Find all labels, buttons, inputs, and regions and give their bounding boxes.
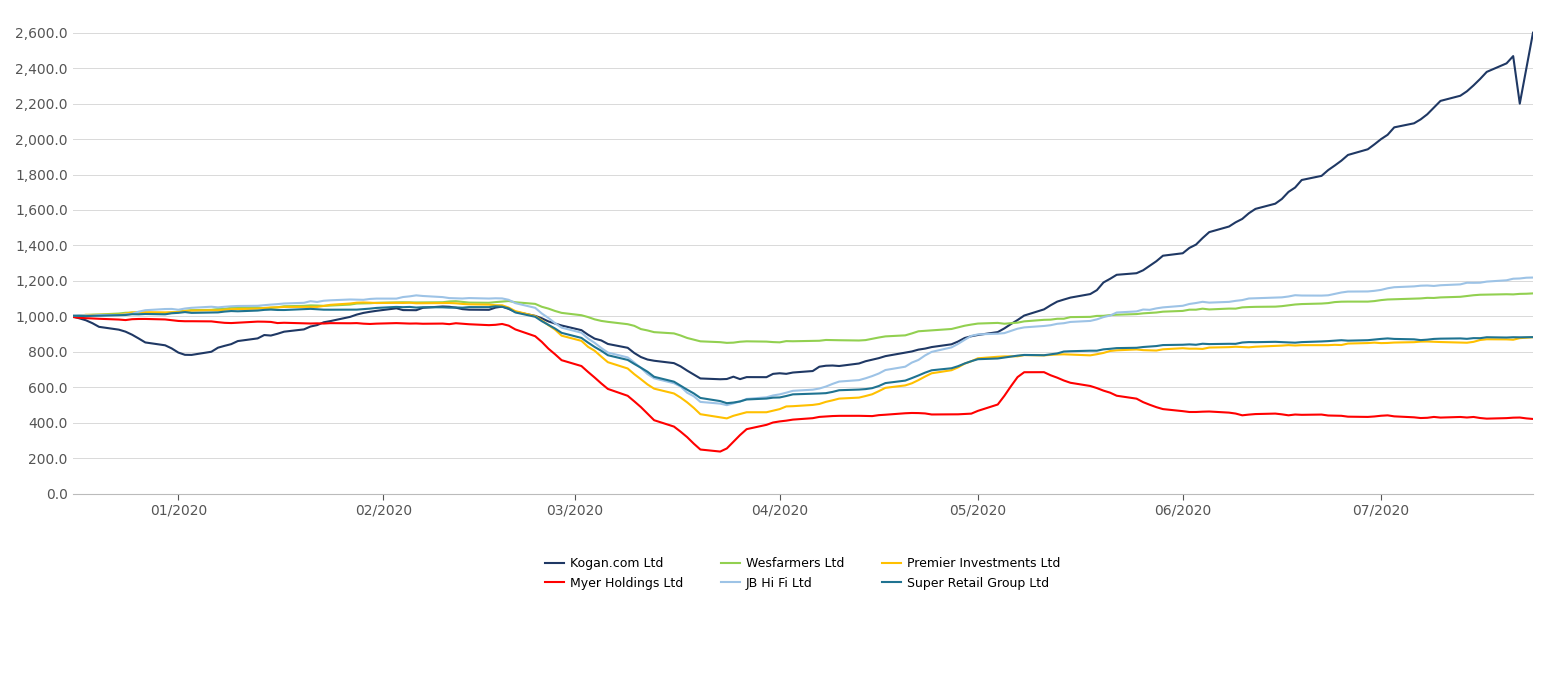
Line: Super Retail Group Ltd: Super Retail Group Ltd	[73, 306, 1533, 403]
Legend: Kogan.com Ltd, Myer Holdings Ltd, Wesfarmers Ltd, JB Hi Fi Ltd, Premier Investme: Kogan.com Ltd, Myer Holdings Ltd, Wesfar…	[540, 552, 1065, 595]
Line: Premier Investments Ltd: Premier Investments Ltd	[73, 302, 1533, 418]
Line: Wesfarmers Ltd: Wesfarmers Ltd	[73, 294, 1533, 343]
Line: Myer Holdings Ltd: Myer Holdings Ltd	[73, 317, 1533, 452]
Line: Kogan.com Ltd: Kogan.com Ltd	[73, 32, 1533, 379]
Line: JB Hi Fi Ltd: JB Hi Fi Ltd	[73, 277, 1533, 405]
